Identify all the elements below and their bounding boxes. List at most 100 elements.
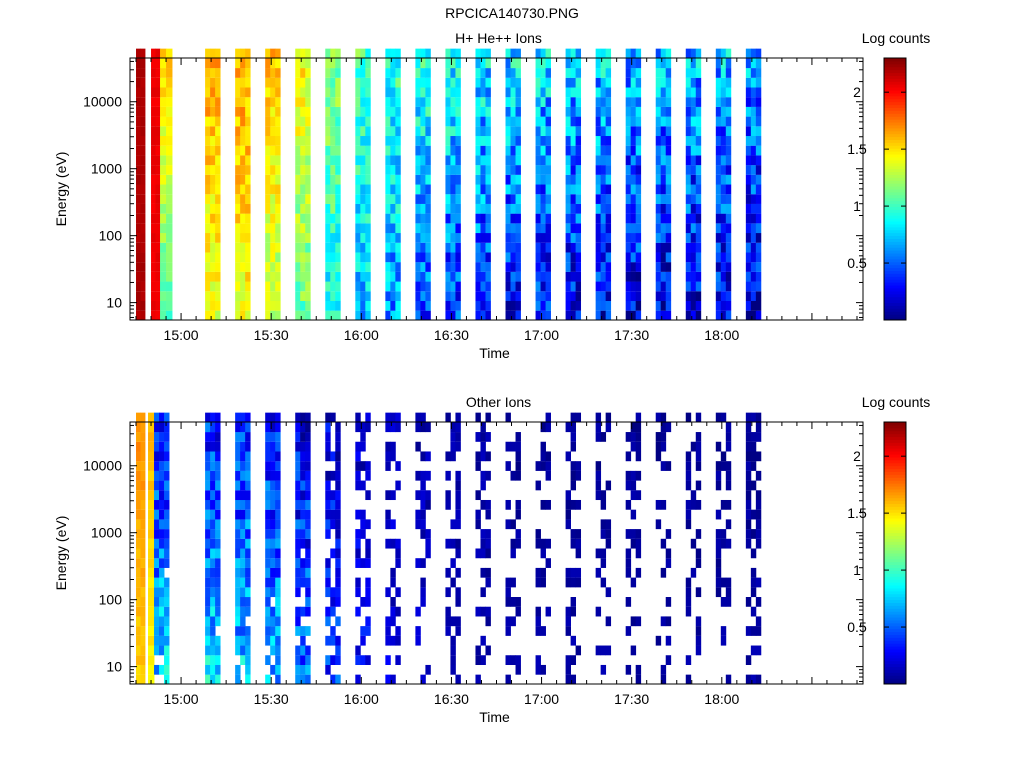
heatmap-cell xyxy=(270,529,276,539)
heatmap-cell xyxy=(715,203,722,214)
colorbar-segment xyxy=(884,456,906,461)
heatmap-cell xyxy=(755,499,762,510)
heatmap-cell xyxy=(485,155,491,166)
heatmap-cell xyxy=(635,310,642,321)
heatmap-cell xyxy=(265,310,271,321)
figure-title: RPCICA140730.PNG xyxy=(445,5,579,21)
heatmap-cell xyxy=(715,165,722,175)
heatmap-cell xyxy=(415,509,421,520)
heatmap-cell xyxy=(325,242,331,253)
heatmap-cell xyxy=(166,203,173,214)
heatmap-cell xyxy=(755,87,762,98)
heatmap-cell xyxy=(385,194,391,204)
heatmap-cell xyxy=(575,577,582,588)
heatmap-cell xyxy=(535,664,541,675)
heatmap-cell xyxy=(151,300,156,311)
heatmap-cell xyxy=(235,626,241,636)
heatmap-cell xyxy=(390,126,396,137)
heatmap-cell xyxy=(155,58,161,69)
heatmap-cell xyxy=(205,461,211,471)
heatmap-cell xyxy=(210,451,216,462)
heatmap-cell xyxy=(325,529,331,539)
colorbar-segment xyxy=(884,541,906,545)
colorbar-segment xyxy=(884,646,906,650)
heatmap-cell xyxy=(300,538,306,549)
heatmap-cell xyxy=(715,271,722,282)
heatmap-cell xyxy=(300,470,306,481)
heatmap-cell xyxy=(665,203,672,214)
heatmap-cell xyxy=(275,597,281,607)
heatmap-cell xyxy=(270,461,276,471)
heatmap-cell xyxy=(295,310,301,321)
heatmap-cell xyxy=(685,519,692,530)
colorbar-tick-label: 2 xyxy=(853,448,861,464)
heatmap-cell xyxy=(275,155,281,166)
heatmap-cell xyxy=(575,291,582,301)
heatmap-cell xyxy=(235,116,241,127)
heatmap-cell xyxy=(630,194,637,204)
heatmap-cell xyxy=(685,194,692,204)
heatmap-cell xyxy=(630,300,637,311)
heatmap-cell xyxy=(240,451,246,462)
heatmap-cell xyxy=(205,291,211,301)
time-block xyxy=(148,412,155,685)
heatmap-cell xyxy=(355,213,361,224)
heatmap-cell xyxy=(140,97,146,107)
heatmap-cell xyxy=(205,310,211,321)
heatmap-cell xyxy=(570,58,577,69)
heatmap-cell xyxy=(605,310,612,321)
heatmap-cell xyxy=(695,77,702,88)
heatmap-cell xyxy=(720,145,727,156)
heatmap-cell xyxy=(415,490,421,501)
heatmap-cell xyxy=(240,597,246,607)
heatmap-cell xyxy=(635,412,642,423)
time-block xyxy=(415,412,431,685)
heatmap-cell xyxy=(245,184,251,195)
heatmap-cell xyxy=(215,480,221,491)
heatmap-cell xyxy=(265,529,271,539)
heatmap-cell xyxy=(205,626,211,636)
heatmap-cell xyxy=(480,194,486,204)
heatmap-cell xyxy=(570,145,577,156)
heatmap-cell xyxy=(166,58,173,69)
heatmap-cell xyxy=(510,262,516,272)
heatmap-cell xyxy=(240,577,246,588)
heatmap-cell xyxy=(360,135,366,146)
heatmap-cell xyxy=(505,519,511,530)
heatmap-cell xyxy=(275,97,281,107)
heatmap-cell xyxy=(455,68,461,78)
heatmap-cell xyxy=(720,499,727,510)
heatmap-cell xyxy=(205,645,211,656)
heatmap-cell xyxy=(270,203,276,214)
colorbar-segment xyxy=(884,104,906,108)
heatmap-cell xyxy=(455,87,461,98)
heatmap-cell xyxy=(425,548,431,559)
colorbar-segment xyxy=(884,573,906,577)
heatmap-cell xyxy=(300,194,306,204)
heatmap-cell xyxy=(395,655,401,665)
heatmap-cell xyxy=(660,223,667,234)
heatmap-cell xyxy=(270,616,276,627)
heatmap-cell xyxy=(155,300,161,311)
colorbar-segment xyxy=(884,84,906,88)
heatmap-cell xyxy=(665,213,672,224)
heatmap-cell xyxy=(325,262,331,272)
heatmap-cell xyxy=(155,271,161,282)
heatmap-cell xyxy=(300,291,306,301)
heatmap-cell xyxy=(725,233,732,243)
heatmap-cell xyxy=(330,655,336,665)
heatmap-cell xyxy=(420,300,426,311)
heatmap-cell xyxy=(385,300,391,311)
heatmap-cell xyxy=(480,271,486,282)
heatmap-cell xyxy=(540,626,546,636)
heatmap-cell xyxy=(425,470,431,481)
heatmap-cell xyxy=(210,664,216,675)
heatmap-cell xyxy=(505,87,511,98)
heatmap-cell xyxy=(385,213,391,224)
heatmap-cell xyxy=(420,48,426,59)
y-tick-label: 100 xyxy=(99,592,123,608)
heatmap-cell xyxy=(750,126,757,137)
heatmap-cell xyxy=(240,184,246,195)
heatmap-cell xyxy=(725,262,732,272)
heatmap-cell xyxy=(210,68,216,78)
